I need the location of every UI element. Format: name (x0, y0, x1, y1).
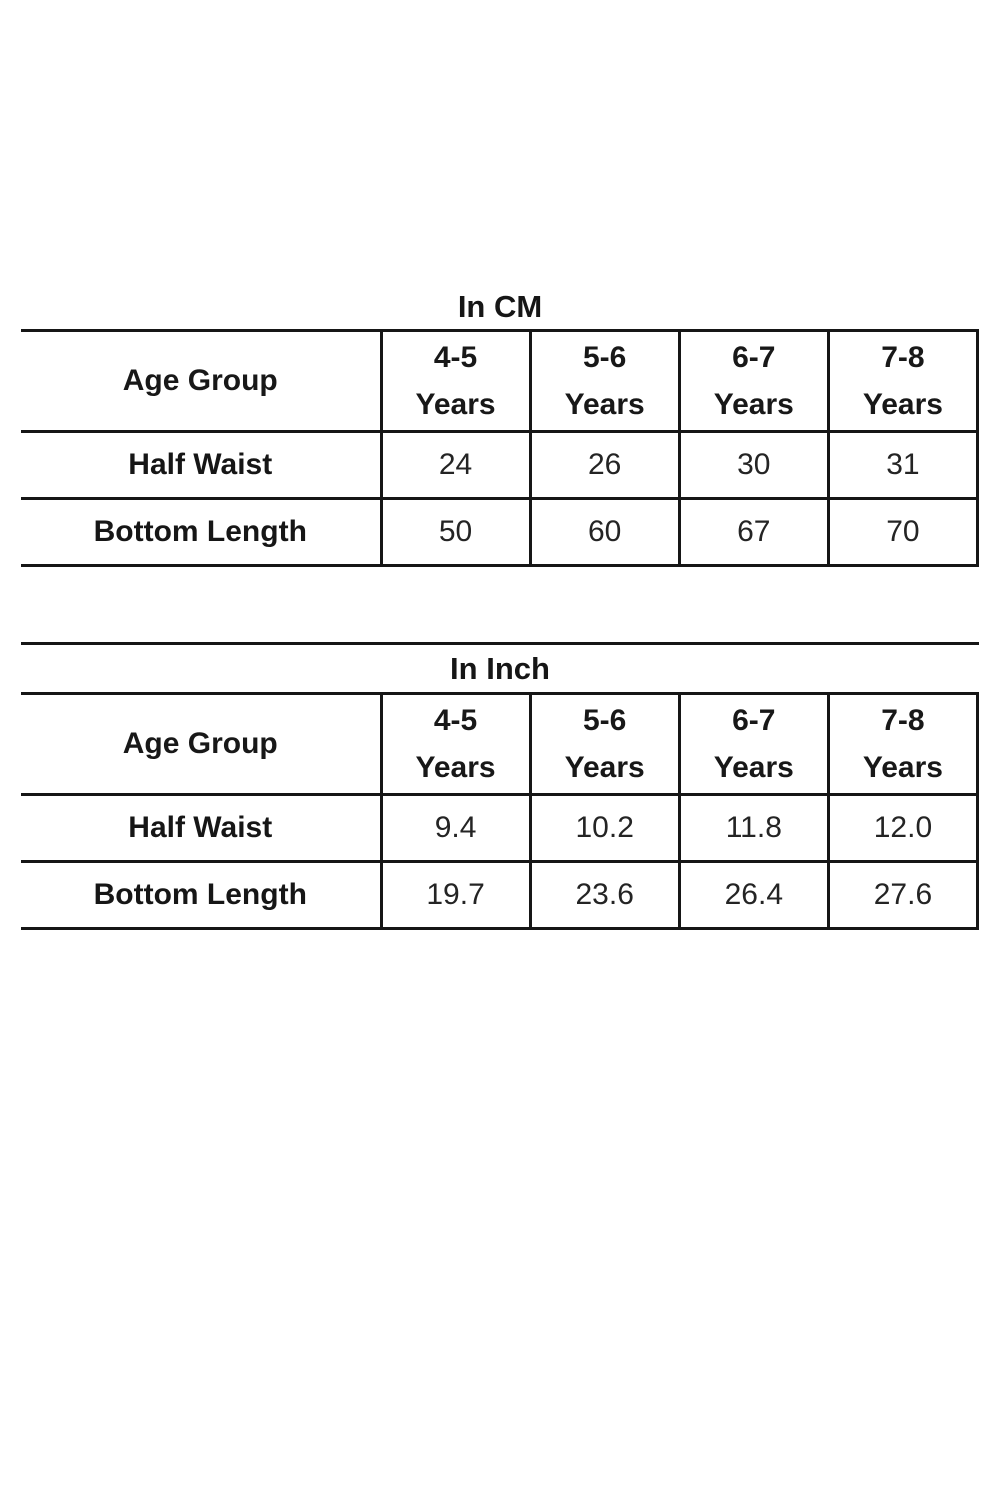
cell-value: 19.7 (379, 860, 532, 930)
age-unit-label: Years (564, 751, 645, 784)
cell-value: 24 (379, 430, 532, 500)
size-table-inch-block: In Inch Age Group 4-5 Years 5-6 Years (21, 642, 980, 930)
age-group-header: Age Group (21, 329, 383, 433)
age-unit-label: Years (862, 388, 943, 421)
age-range-label: 5-6 (583, 704, 627, 737)
table-row-bottom-length: Bottom Length 19.7 23.6 26.4 27.6 (21, 860, 980, 930)
cell-value: 30 (677, 430, 830, 500)
age-unit-label: Years (564, 388, 645, 421)
column-header-7-8: 7-8 Years (826, 692, 980, 796)
column-header-7-8: 7-8 Years (826, 329, 980, 433)
age-range-label: 4-5 (433, 341, 478, 374)
row-label-half-waist: Half Waist (21, 793, 383, 863)
row-label-bottom-length: Bottom Length (21, 860, 383, 930)
cell-value: 27.6 (826, 860, 980, 930)
column-header-5-6: 5-6 Years (528, 692, 681, 796)
age-range-label: 7-8 (881, 341, 925, 374)
size-chart-sheet: In CM Age Group 4-5 Years 5-6 Years (0, 285, 1000, 930)
age-unit-label: Years (415, 751, 496, 784)
size-table-cm: Age Group 4-5 Years 5-6 Years 6-7 Years (21, 329, 980, 567)
table-title-inch: In Inch (21, 642, 979, 692)
table-row-bottom-length: Bottom Length 50 60 67 70 (21, 497, 980, 567)
column-header-4-5: 4-5 Years (379, 692, 532, 796)
cell-value: 67 (677, 497, 830, 567)
table-row-half-waist: Half Waist 9.4 10.2 11.8 12.0 (21, 793, 980, 863)
column-header-6-7: 6-7 Years (677, 692, 830, 796)
age-range-label: 4-5 (433, 704, 478, 737)
column-header-6-7: 6-7 Years (677, 329, 830, 433)
cell-value: 50 (379, 497, 532, 567)
row-label-half-waist: Half Waist (21, 430, 383, 500)
cell-value: 26.4 (677, 860, 830, 930)
header-row: Age Group 4-5 Years 5-6 Years 6-7 Years (21, 329, 980, 433)
column-header-4-5: 4-5 Years (379, 329, 532, 433)
cell-value: 12.0 (826, 793, 980, 863)
cell-value: 9.4 (379, 793, 532, 863)
cell-value: 26 (528, 430, 681, 500)
age-range-label: 5-6 (583, 341, 627, 374)
age-unit-label: Years (415, 388, 496, 421)
cell-value: 10.2 (528, 793, 681, 863)
cell-value: 23.6 (528, 860, 681, 930)
age-unit-label: Years (713, 751, 794, 784)
cell-value: 11.8 (677, 793, 830, 863)
cell-value: 70 (826, 497, 980, 567)
cell-value: 60 (528, 497, 681, 567)
age-unit-label: Years (862, 751, 943, 784)
row-label-bottom-length: Bottom Length (21, 497, 383, 567)
age-group-header: Age Group (21, 692, 383, 796)
header-row: Age Group 4-5 Years 5-6 Years 6-7 Years (21, 692, 980, 796)
age-range-label: 6-7 (732, 341, 776, 374)
size-table-inch: Age Group 4-5 Years 5-6 Years 6-7 Years (21, 692, 980, 930)
table-title-cm: In CM (457, 289, 543, 324)
size-table-cm-block: In CM Age Group 4-5 Years 5-6 Years (21, 285, 980, 567)
cell-value: 31 (826, 430, 980, 500)
column-header-5-6: 5-6 Years (528, 329, 681, 433)
age-range-label: 7-8 (881, 704, 925, 737)
age-range-label: 6-7 (732, 704, 776, 737)
table-row-half-waist: Half Waist 24 26 30 31 (21, 430, 980, 500)
age-unit-label: Years (713, 388, 794, 421)
